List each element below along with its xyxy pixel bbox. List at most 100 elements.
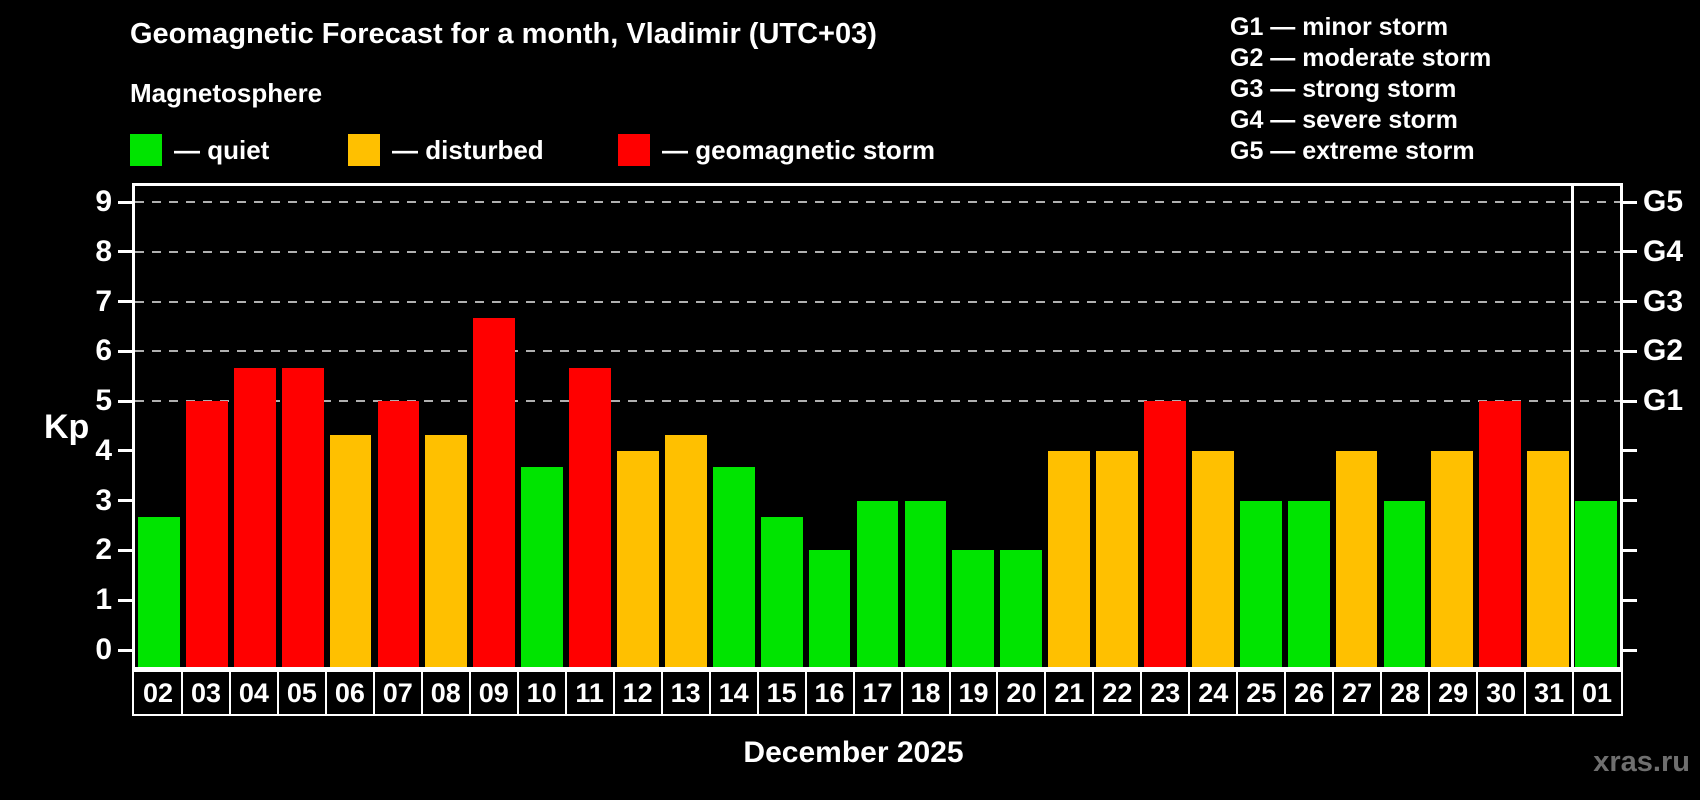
y-tick-left-5 — [118, 399, 132, 403]
kp-bar-14 — [712, 467, 755, 667]
kp-bar-22 — [1096, 450, 1138, 667]
day-label-06: 06 — [334, 678, 365, 708]
y-tick-label-8: 8 — [95, 234, 112, 268]
day-axis-divider — [708, 672, 711, 714]
day-axis-divider — [1380, 672, 1383, 714]
kp-bar-11 — [569, 367, 611, 667]
kp-bar-01 — [1575, 500, 1617, 667]
y-tick-left-8 — [118, 250, 132, 254]
y-tick-label-6: 6 — [95, 334, 112, 368]
day-label-11: 11 — [575, 678, 604, 708]
kp-bar-27 — [1335, 450, 1378, 667]
gridline-kp-7 — [135, 300, 1620, 303]
day-axis-divider — [228, 672, 231, 714]
kp-bar-23 — [1144, 401, 1186, 667]
storm-swatch-icon — [618, 134, 650, 166]
kp-bar-10 — [521, 467, 564, 667]
day-label-30: 30 — [1486, 678, 1517, 708]
day-label-18: 18 — [910, 678, 941, 708]
gridline-kp-5 — [135, 400, 1620, 403]
month-label: December 2025 — [743, 736, 964, 769]
magnetosphere-label: Magnetosphere — [130, 78, 323, 108]
day-axis-divider — [181, 672, 183, 714]
g-scale-label-G2: G2 — [1643, 334, 1684, 368]
day-axis-divider — [468, 672, 471, 714]
day-axis-divider — [564, 672, 567, 714]
g2-legend-line: G2 — moderate storm — [1230, 44, 1492, 72]
g-scale-label-G1: G1 — [1643, 384, 1684, 418]
day-axis-divider — [1524, 672, 1527, 714]
day-axis-divider — [1572, 672, 1574, 714]
day-axis-divider — [420, 672, 423, 714]
y-tick-left-9 — [118, 200, 132, 204]
day-axis-divider — [276, 672, 279, 714]
day-axis: 02 03 04 05 06 07 08 09 10 11 12 13 14 15 16 17 18 19 20 21… — [132, 670, 1623, 716]
day-label-09: 09 — [478, 678, 509, 708]
g-scale-label-G3: G3 — [1643, 284, 1684, 318]
kp-bar-03 — [185, 401, 228, 667]
day-label-23: 23 — [1150, 678, 1181, 708]
y-tick-right-7 — [1623, 300, 1637, 303]
y-tick-left-1 — [118, 598, 132, 602]
day-label-14: 14 — [718, 678, 749, 708]
disturbed-swatch-icon — [348, 134, 380, 166]
chart-title: Geomagnetic Forecast for a month, Vladim… — [130, 18, 877, 50]
day-axis-divider — [804, 672, 807, 714]
day-label-01: 01 — [1581, 678, 1613, 708]
day-label-28: 28 — [1390, 678, 1421, 708]
y-tick-right-0 — [1623, 648, 1637, 652]
y-tick-left-3 — [118, 499, 132, 503]
day-label-24: 24 — [1198, 678, 1229, 708]
day-label-21: 21 — [1054, 678, 1085, 708]
day-label-04: 04 — [238, 678, 269, 708]
y-tick-label-7: 7 — [95, 284, 112, 318]
day-label-08: 08 — [430, 678, 461, 708]
kp-bar-15 — [760, 517, 803, 667]
kp-bar-20 — [1000, 550, 1043, 667]
day-label-27: 27 — [1342, 678, 1373, 708]
g5-legend-line: G5 — extreme storm — [1230, 137, 1475, 165]
y-tick-label-2: 2 — [95, 533, 112, 567]
y-tick-right-3 — [1623, 499, 1637, 503]
day-label-10: 10 — [526, 678, 557, 708]
y-tick-label-3: 3 — [95, 483, 112, 517]
day-label-03: 03 — [190, 678, 222, 708]
day-axis-divider — [1332, 672, 1335, 714]
day-axis-divider — [900, 672, 903, 714]
kp-bar-31 — [1527, 450, 1570, 667]
day-label-12: 12 — [622, 678, 653, 708]
g-scale-label-G4: G4 — [1643, 234, 1684, 268]
day-axis-divider — [1092, 672, 1095, 714]
kp-bar-26 — [1287, 500, 1330, 667]
y-tick-right-1 — [1623, 598, 1637, 602]
y-tick-left-7 — [118, 300, 132, 303]
y-tick-right-5 — [1623, 399, 1637, 403]
quiet-legend-label: — quiet — [174, 135, 270, 165]
kp-bar-19 — [952, 550, 995, 667]
plot-area — [132, 183, 1623, 670]
day-axis-divider — [756, 672, 759, 714]
y-tick-right-4 — [1623, 449, 1637, 453]
y-tick-left-2 — [118, 548, 132, 552]
y-tick-left-0 — [118, 648, 132, 652]
day-axis-divider — [1044, 672, 1047, 714]
day-label-31: 31 — [1534, 678, 1565, 708]
day-label-19: 19 — [958, 678, 989, 708]
kp-bar-08 — [425, 434, 468, 667]
gridline-kp-9 — [135, 201, 1620, 203]
day-axis-divider — [852, 672, 855, 714]
kp-bar-30 — [1479, 401, 1522, 667]
kp-bar-29 — [1431, 450, 1474, 667]
y-tick-right-6 — [1623, 349, 1637, 353]
day-axis-divider — [996, 672, 999, 714]
g4-legend-line: G4 — severe storm — [1230, 106, 1458, 134]
g1-legend-line: G1 — minor storm — [1230, 13, 1449, 41]
kp-bar-04 — [233, 367, 276, 667]
day-label-20: 20 — [1006, 678, 1037, 708]
y-axis-title: Kp — [44, 408, 90, 446]
y-tick-label-9: 9 — [95, 185, 112, 218]
watermark: xras.ru — [1593, 746, 1690, 778]
day-axis-divider — [1140, 672, 1143, 714]
day-axis-divider — [1284, 672, 1287, 714]
